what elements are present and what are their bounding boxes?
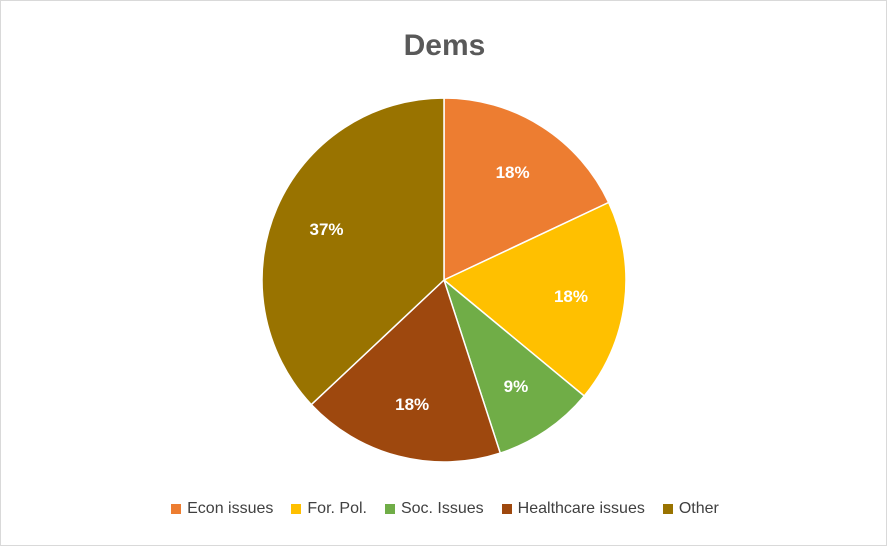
data-label: 37% xyxy=(310,220,344,239)
legend-item: Econ issues xyxy=(171,500,273,518)
legend-label: Soc. Issues xyxy=(400,500,484,517)
legend-label: For. Pol. xyxy=(307,500,367,517)
legend-item: Soc. Issues xyxy=(384,500,484,518)
legend: Econ issues For. Pol. Soc. Issues Healthcar… xyxy=(139,491,751,527)
pie-slice-for-pol xyxy=(442,201,627,398)
pie-slice-healthcare-issues xyxy=(310,278,502,463)
legend-label: Econ issues xyxy=(187,500,274,517)
legend-swatch xyxy=(501,504,512,514)
legend-swatch xyxy=(662,504,673,514)
legend-item: Other xyxy=(662,500,719,518)
legend-swatch xyxy=(291,504,302,514)
data-label: 18% xyxy=(496,163,530,182)
pie-slice-soc-issues xyxy=(442,277,586,455)
legend-swatch xyxy=(171,504,182,514)
chart-title: Dems xyxy=(403,29,486,62)
legend-label: Other xyxy=(678,500,719,517)
legend-item: Healthcare issues xyxy=(501,500,645,518)
pie-slice-econ-issues xyxy=(443,97,610,282)
data-label: 18% xyxy=(554,287,588,306)
legend-label: Healthcare issues xyxy=(517,500,645,517)
legend-item: For. Pol. xyxy=(291,500,367,518)
data-label: 18% xyxy=(395,395,429,414)
pie-slice-other xyxy=(261,97,445,406)
data-label: 9% xyxy=(504,377,529,396)
legend-swatch xyxy=(384,504,395,514)
